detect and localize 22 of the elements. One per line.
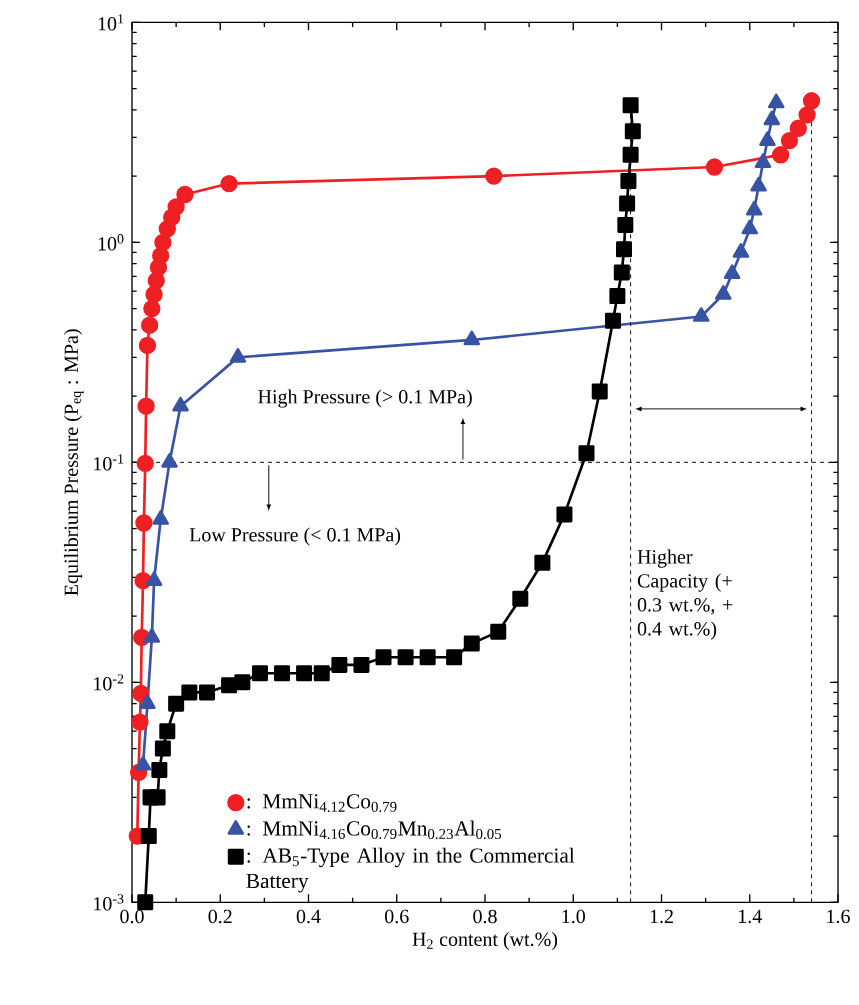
x-tick-label: 0.2 bbox=[208, 909, 232, 924]
legend-label: : MmNi$_{4.16}$Co$_{0.79}$Mn$_{0.23}$Al$_{0.05}$ bbox=[247, 820, 502, 840]
y-tick-label: 10$^{-2}$ bbox=[94, 674, 124, 691]
legend-label: : MmNi$_{4.12}$Co$_{0.79}$ bbox=[247, 794, 397, 812]
y-axis-title: Equilibrium Pressure (P$_{eq}$ : MPa) bbox=[63, 329, 84, 596]
x-tick-label: 1.2 bbox=[650, 909, 673, 924]
x-tick-label: 0.6 bbox=[385, 909, 409, 924]
y-tick-label: 10$^{0}$ bbox=[98, 234, 124, 251]
annotation: High Pressure (> 0.1 MPa) bbox=[258, 389, 472, 408]
x-axis-title: H$_{2}$ content (wt.%) bbox=[412, 931, 558, 951]
y-tick-label: 10$^{1}$ bbox=[98, 14, 124, 31]
y-tick-label: 10$^{-3}$ bbox=[94, 894, 124, 911]
x-tick-label: 0.0 bbox=[120, 909, 144, 924]
x-tick-label: 0.8 bbox=[473, 909, 497, 924]
x-tick-label: 1.4 bbox=[739, 909, 762, 924]
legend-label: : AB$_{5}$-Type Alloy in the Commercial Battery bbox=[246, 847, 575, 893]
annotation: Low Pressure (< 0.1 MPa) bbox=[189, 527, 401, 546]
y-tick-label: 10$^{-1}$ bbox=[94, 454, 124, 471]
x-tick-label: 1.0 bbox=[562, 909, 585, 924]
annotation: Higher Capacity (+ 0.3 wt.%, + 0.4 wt.%) bbox=[637, 549, 733, 640]
x-tick-label: 0.4 bbox=[296, 909, 321, 924]
x-tick-label: 1.6 bbox=[827, 909, 850, 924]
